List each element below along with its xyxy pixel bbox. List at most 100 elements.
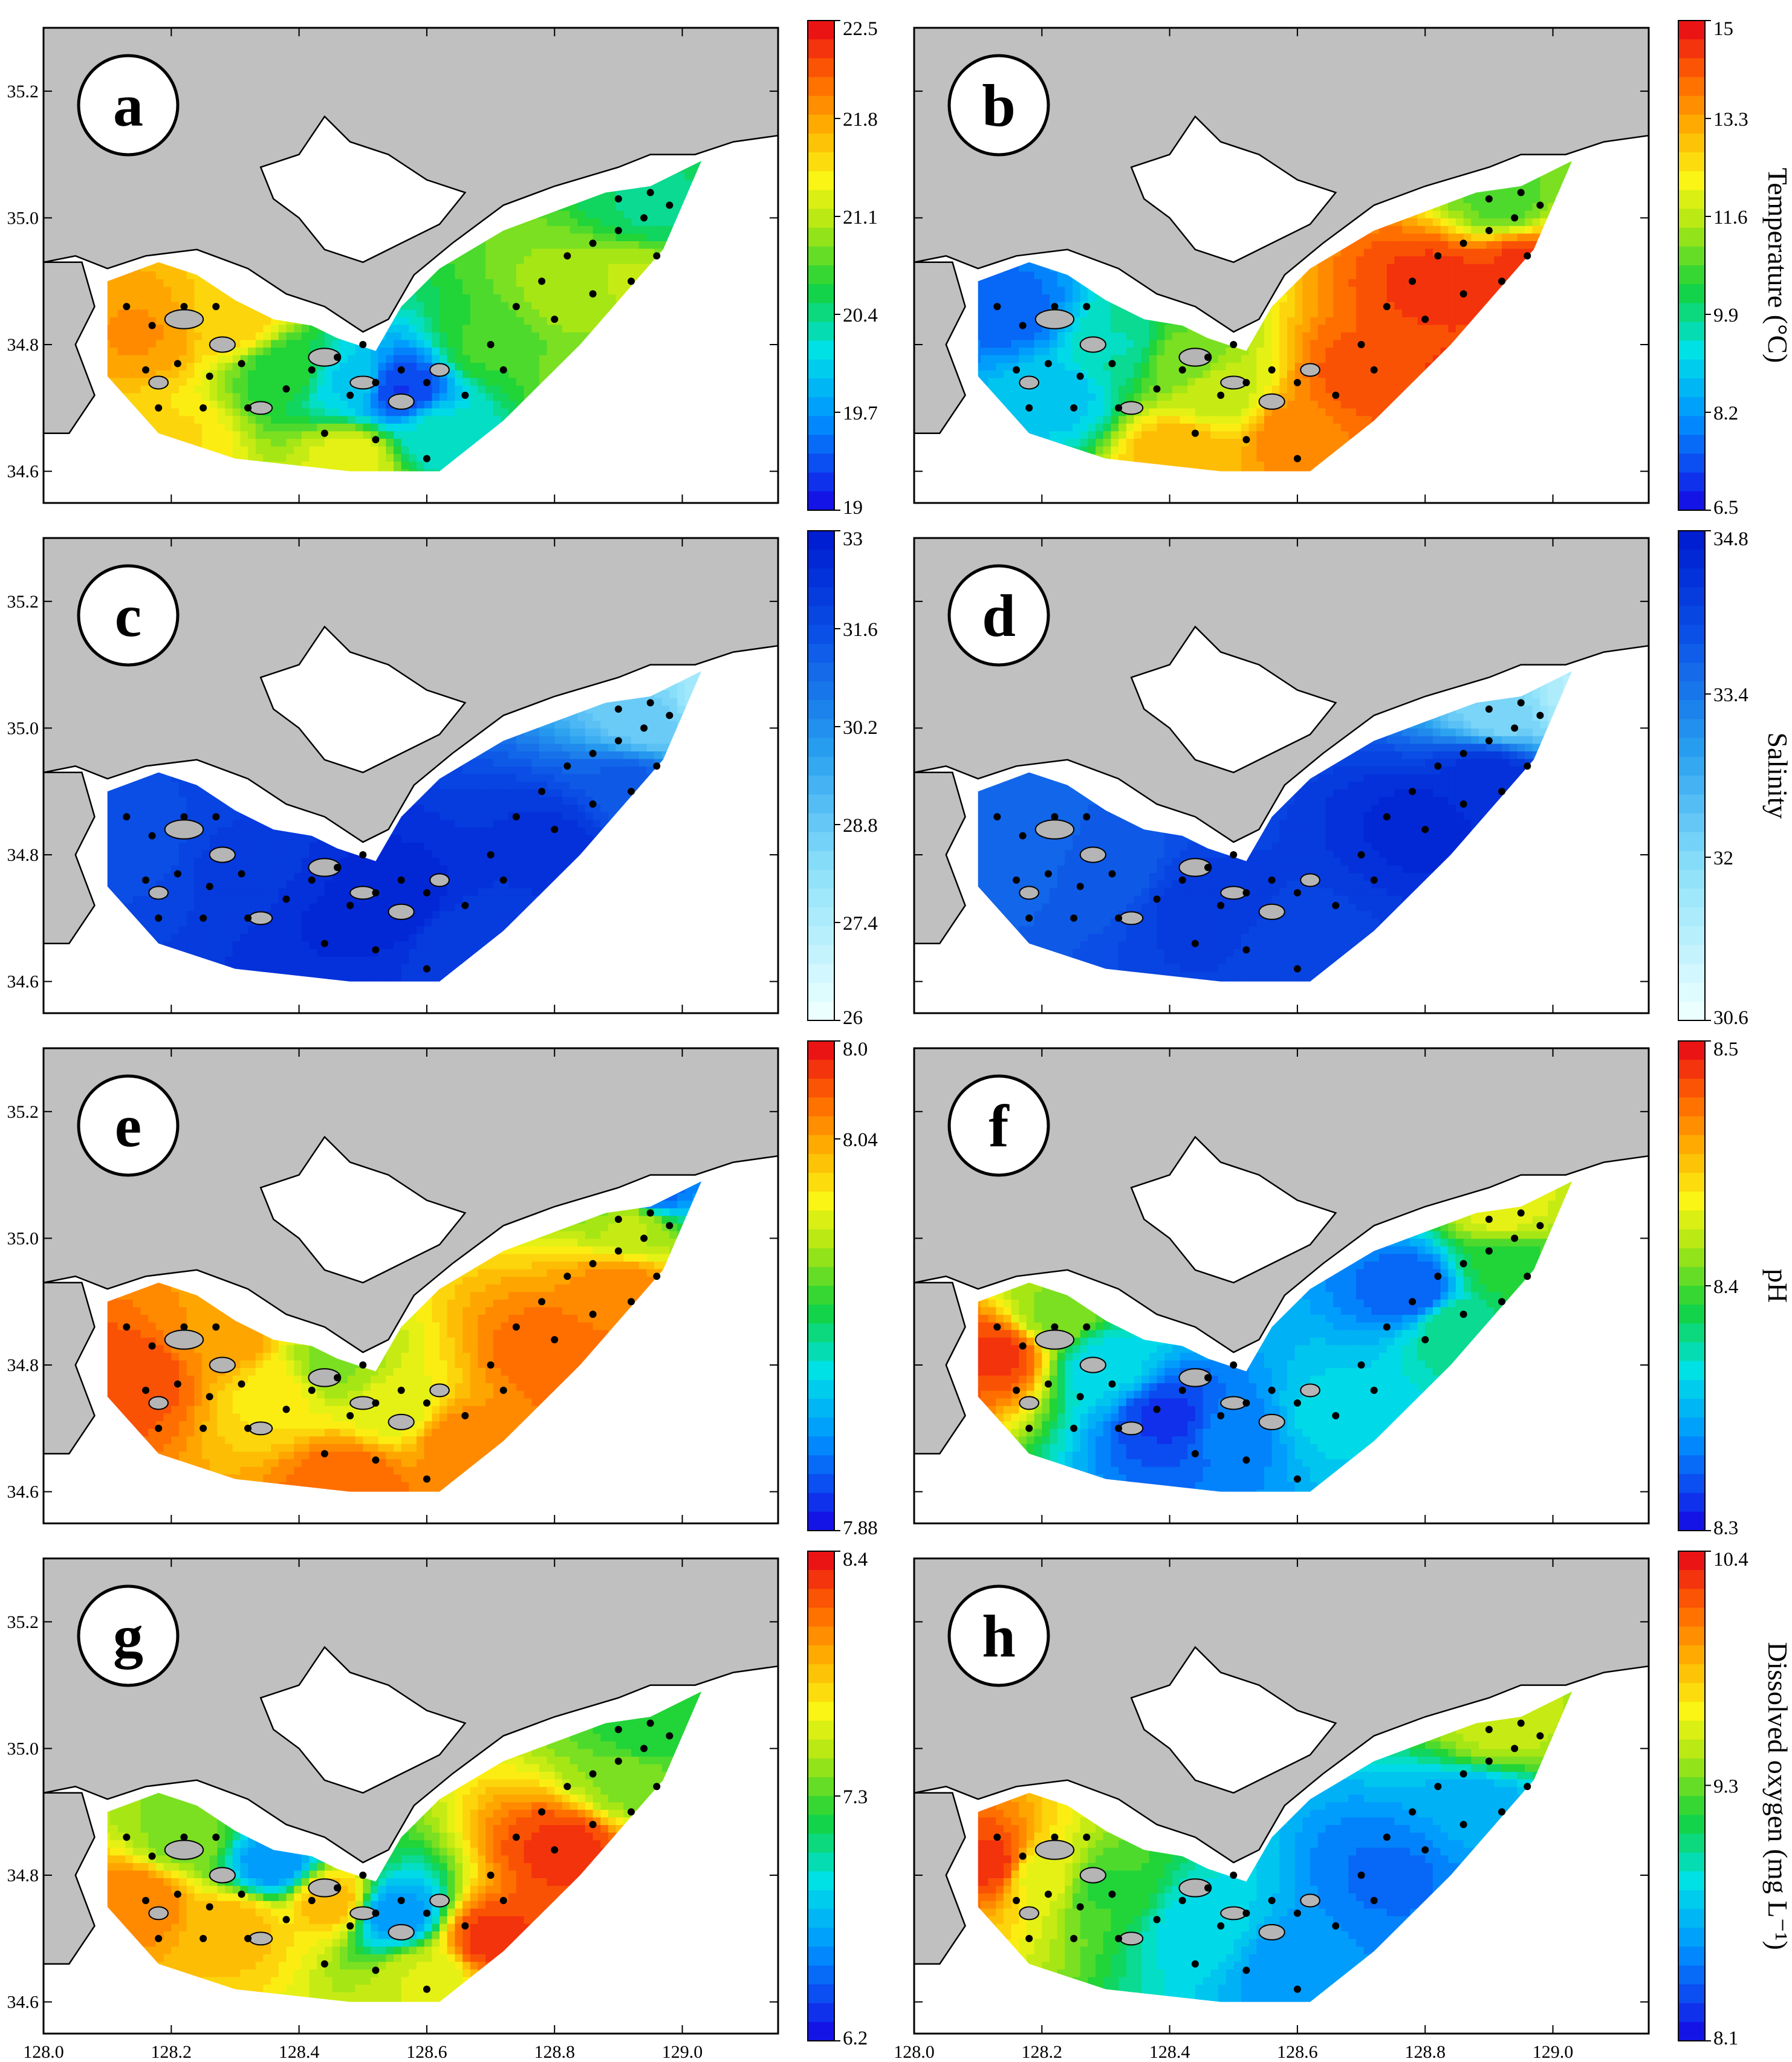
heat-cell bbox=[631, 187, 640, 196]
heat-cell bbox=[485, 392, 494, 401]
heat-cell bbox=[547, 294, 555, 302]
heat-cell bbox=[1057, 385, 1066, 394]
heat-cell bbox=[577, 218, 586, 226]
heat-cell bbox=[531, 316, 540, 325]
heat-cell bbox=[355, 461, 364, 470]
heat-cell bbox=[1157, 392, 1165, 401]
heat-cell bbox=[524, 324, 532, 332]
heat-cell bbox=[470, 369, 479, 378]
colorbar-swatch bbox=[808, 114, 834, 134]
heat-cell bbox=[554, 339, 563, 348]
heat-cell bbox=[1034, 407, 1043, 417]
heat-cell bbox=[1073, 392, 1081, 401]
heat-cell bbox=[140, 392, 149, 401]
heat-cell bbox=[424, 415, 433, 424]
heat-cell bbox=[278, 430, 287, 439]
heat-cell bbox=[1096, 415, 1104, 424]
heat-cell bbox=[1141, 423, 1150, 432]
heat-cell bbox=[1134, 324, 1142, 332]
heat-cell bbox=[1134, 438, 1142, 447]
heat-cell bbox=[470, 301, 479, 310]
heat-cell bbox=[1034, 347, 1043, 355]
heat-cell bbox=[317, 400, 325, 409]
heat-cell bbox=[531, 286, 540, 294]
heat-cell bbox=[1026, 354, 1035, 363]
heat-cell bbox=[478, 263, 486, 272]
sampling-station bbox=[538, 277, 546, 285]
heat-cell bbox=[440, 309, 448, 317]
heat-cell bbox=[539, 347, 548, 355]
heat-cell bbox=[278, 324, 287, 332]
heat-cell bbox=[646, 210, 655, 219]
sampling-station bbox=[499, 366, 507, 374]
heat-cell bbox=[1073, 286, 1081, 294]
heat-cell bbox=[286, 446, 294, 455]
heat-cell bbox=[1103, 324, 1112, 332]
heat-cell bbox=[1126, 385, 1135, 394]
heat-cell bbox=[294, 332, 302, 340]
heat-cell bbox=[1118, 385, 1127, 394]
heat-cell bbox=[171, 279, 180, 287]
heat-cell bbox=[1042, 301, 1050, 310]
heat-cell bbox=[317, 461, 325, 470]
heat-cell bbox=[638, 187, 648, 196]
heat-cell bbox=[447, 377, 456, 386]
heat-cell bbox=[194, 392, 203, 401]
heat-cell bbox=[1073, 347, 1081, 355]
heat-cell bbox=[554, 294, 563, 302]
heat-cell bbox=[455, 369, 463, 378]
heat-cell bbox=[1134, 369, 1142, 378]
heat-cell bbox=[547, 218, 555, 226]
heat-cell bbox=[516, 309, 525, 317]
heat-cell bbox=[1164, 415, 1173, 424]
heat-cell bbox=[225, 438, 233, 447]
heat-cell bbox=[501, 332, 509, 340]
heat-cell bbox=[996, 286, 1004, 294]
heat-cell bbox=[988, 279, 997, 287]
heat-cell bbox=[301, 377, 310, 386]
heat-cell bbox=[332, 423, 340, 432]
heat-cell bbox=[1057, 332, 1066, 340]
heat-cell bbox=[286, 377, 294, 386]
heat-cell bbox=[508, 400, 517, 409]
heat-cell bbox=[988, 354, 997, 363]
heat-cell bbox=[125, 369, 134, 378]
heat-cell bbox=[470, 263, 479, 272]
heat-cell bbox=[332, 415, 340, 424]
heat-cell bbox=[194, 332, 203, 340]
heat-cell bbox=[485, 263, 494, 272]
heat-cell bbox=[1118, 446, 1127, 455]
heat-cell bbox=[623, 241, 632, 249]
heat-cell bbox=[140, 339, 149, 348]
heat-cell bbox=[332, 430, 340, 439]
heat-cell bbox=[463, 415, 471, 424]
heat-cell bbox=[570, 210, 579, 219]
heat-cell bbox=[631, 210, 640, 219]
heat-cell bbox=[1096, 369, 1104, 378]
heat-cell bbox=[485, 316, 494, 325]
heat-cell bbox=[109, 339, 118, 348]
heat-cell bbox=[1011, 385, 1020, 394]
island bbox=[388, 393, 415, 410]
heat-cell bbox=[1134, 339, 1142, 348]
heat-cell bbox=[1096, 354, 1104, 363]
heat-cell bbox=[309, 446, 317, 455]
heat-cell bbox=[562, 263, 571, 272]
heat-cell bbox=[386, 446, 394, 455]
heat-cell bbox=[592, 218, 602, 226]
heat-cell bbox=[209, 407, 218, 417]
heat-cell bbox=[980, 286, 989, 294]
heat-cell bbox=[978, 309, 981, 317]
heat-cell bbox=[447, 392, 456, 401]
heat-cell bbox=[669, 195, 678, 204]
heat-cell bbox=[470, 407, 479, 417]
heat-cell bbox=[485, 301, 494, 310]
heat-cell bbox=[440, 316, 448, 325]
heat-cell bbox=[148, 362, 157, 371]
heat-cell bbox=[1149, 362, 1158, 371]
heat-cell bbox=[163, 362, 172, 371]
heat-cell bbox=[592, 210, 602, 219]
heat-cell bbox=[271, 453, 279, 462]
heat-cell bbox=[125, 362, 134, 371]
heat-cell bbox=[186, 392, 195, 401]
